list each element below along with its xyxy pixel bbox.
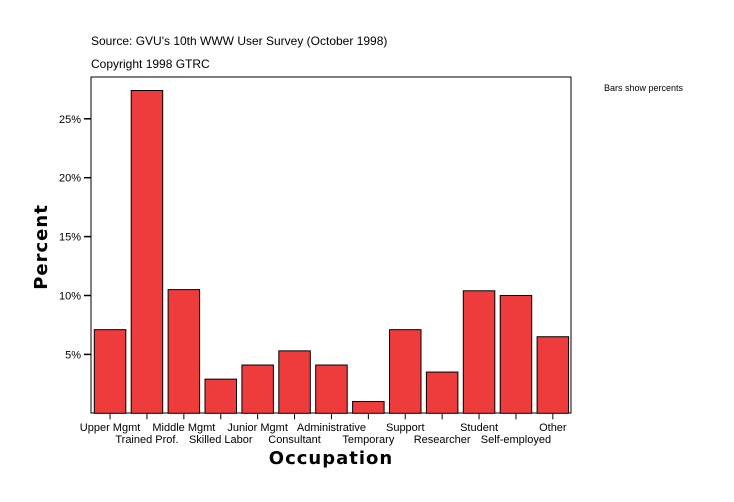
bar-middle-mgmt xyxy=(167,289,201,414)
copyright-text: Copyright 1998 GTRC xyxy=(91,57,210,71)
bars-note: Bars show percents xyxy=(604,83,684,93)
bar-trained-prof- xyxy=(130,90,164,414)
source-text: Source: GVU's 10th WWW User Survey (Octo… xyxy=(91,34,387,48)
bar-self-employed xyxy=(499,295,533,414)
x-tick-label: Temporary xyxy=(342,434,394,446)
x-tick-label: Upper Mgmt xyxy=(80,422,141,434)
bar-researcher xyxy=(425,371,459,414)
x-tick-label: Middle Mgmt xyxy=(152,422,215,434)
x-tick-label: Researcher xyxy=(414,434,471,446)
bar-administrative xyxy=(315,364,348,414)
y-tick-label: 25% xyxy=(59,114,81,126)
y-tick-label: 20% xyxy=(59,173,81,185)
x-tick-label: Administrative xyxy=(297,422,366,434)
bar-upper-mgmt xyxy=(93,329,127,414)
x-tick-label: Trained Prof. xyxy=(115,434,178,446)
x-tick-label: Other xyxy=(539,422,567,434)
x-tick-label: Self-employed xyxy=(481,434,551,446)
y-tick-label: 5% xyxy=(65,349,81,361)
bar-support xyxy=(389,329,422,414)
x-tick-label: Skilled Labor xyxy=(189,434,253,446)
x-tick-label: Support xyxy=(386,422,425,434)
bar-consultant xyxy=(278,350,311,414)
bar-other xyxy=(536,336,570,414)
bar-skilled-labor xyxy=(204,378,237,414)
y-axis-label: Percent xyxy=(31,204,52,290)
bar-junior-mgmt xyxy=(241,364,274,414)
x-tick-label: Junior Mgmt xyxy=(227,422,288,434)
bar-student xyxy=(462,290,496,414)
x-tick-label: Consultant xyxy=(268,434,321,446)
y-tick-label: 15% xyxy=(59,232,81,244)
y-tick-label: 10% xyxy=(59,291,81,303)
bar-temporary xyxy=(352,401,385,414)
x-tick-label: Student xyxy=(460,422,498,434)
x-axis-label: Occupation xyxy=(269,448,393,469)
